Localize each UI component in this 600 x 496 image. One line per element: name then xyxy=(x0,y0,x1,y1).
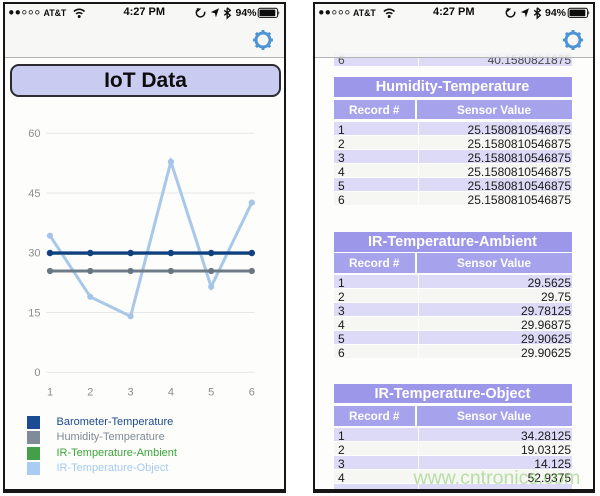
svg-text:45: 45 xyxy=(28,188,40,200)
svg-text:0: 0 xyxy=(34,367,40,379)
svg-text:60: 60 xyxy=(28,128,40,140)
svg-text:2: 2 xyxy=(87,387,93,399)
svg-text:30: 30 xyxy=(28,248,40,260)
svg-text:15: 15 xyxy=(28,307,40,319)
svg-text:5: 5 xyxy=(208,387,214,399)
svg-text:1: 1 xyxy=(47,387,53,399)
svg-text:4: 4 xyxy=(168,387,174,399)
svg-text:6: 6 xyxy=(249,387,255,399)
svg-text:3: 3 xyxy=(128,387,134,399)
